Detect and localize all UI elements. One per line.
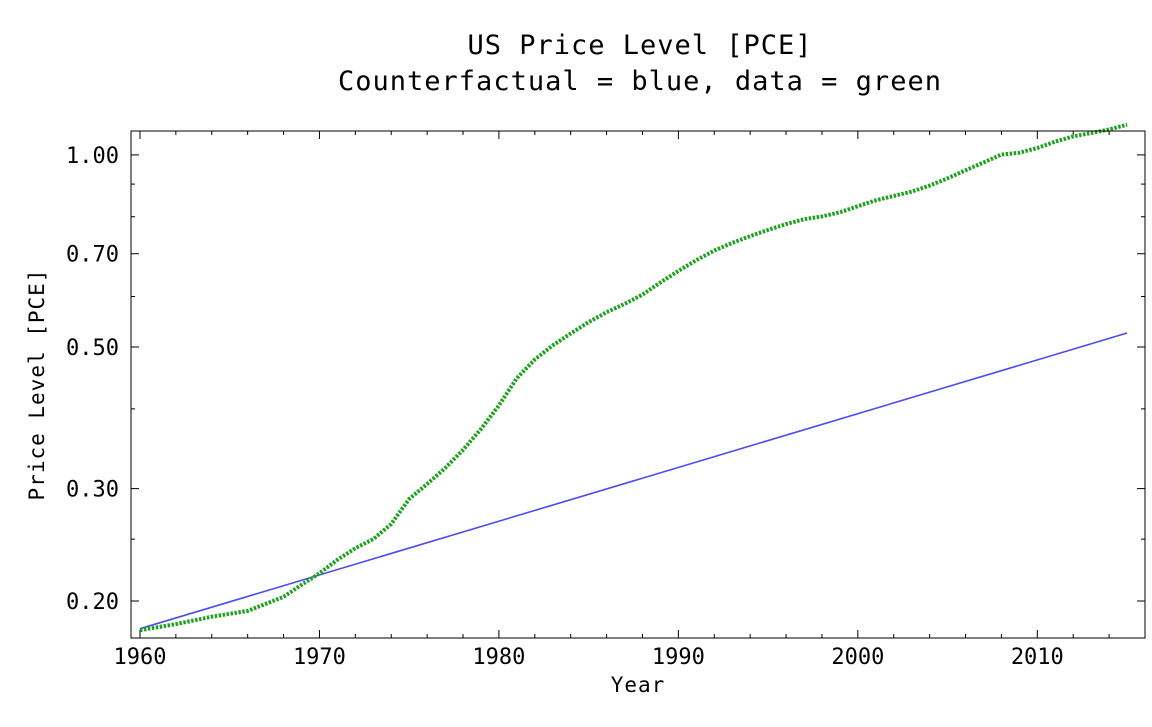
y-tick-label: 0.20 bbox=[66, 590, 119, 615]
y-axis-label: Price Level [PCE] bbox=[25, 269, 49, 501]
x-tick-label: 1980 bbox=[472, 645, 525, 670]
plot-frame bbox=[130, 130, 1146, 639]
y-tick-label: 0.70 bbox=[66, 243, 119, 268]
y-tick-label: 0.50 bbox=[66, 336, 119, 361]
x-tick-label: 1990 bbox=[652, 645, 705, 670]
series-line-counterfactual bbox=[139, 332, 1128, 630]
series-line-data bbox=[139, 122, 1128, 633]
y-tick-label: 1.00 bbox=[66, 144, 119, 169]
chart-title-line1: US Price Level [PCE] bbox=[467, 30, 812, 61]
x-axis-label: Year bbox=[611, 673, 666, 697]
x-tick-label: 1960 bbox=[113, 645, 166, 670]
x-tick-label: 2010 bbox=[1011, 645, 1064, 670]
chart-title-line2: Counterfactual = blue, data = green bbox=[338, 66, 942, 97]
y-tick-label: 0.30 bbox=[66, 478, 119, 503]
x-tick-label: 1970 bbox=[293, 645, 346, 670]
x-tick-label: 2000 bbox=[831, 645, 884, 670]
